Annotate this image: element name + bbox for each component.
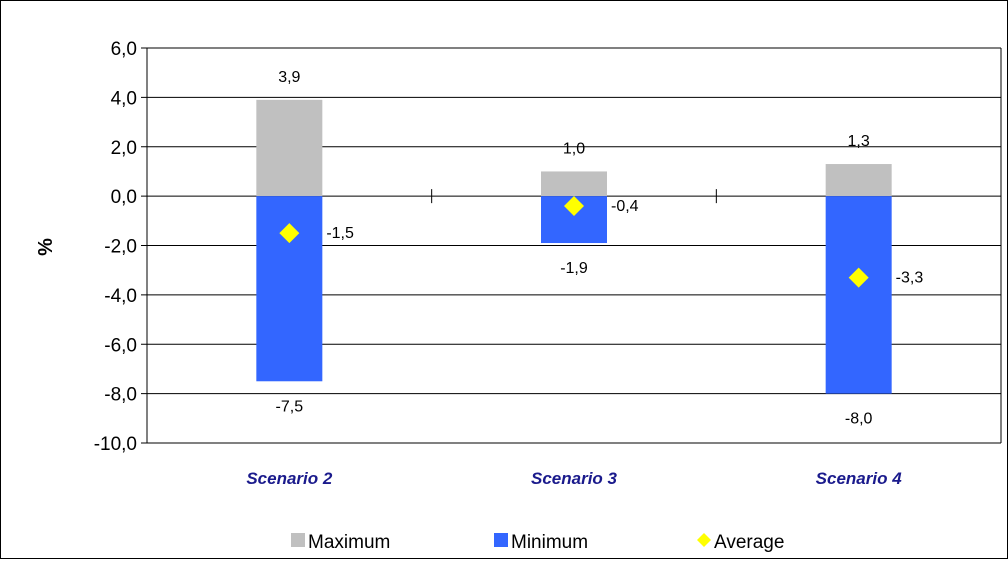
legend-swatch-maximum — [291, 533, 305, 547]
marker-average — [848, 267, 869, 288]
legend-label-minimum: Minimum — [511, 532, 588, 553]
data-label-average: -0,4 — [611, 198, 639, 215]
data-label-maximum: 1,3 — [848, 133, 870, 150]
bar-maximum — [825, 164, 892, 197]
y-tick-label: -6,0 — [104, 335, 137, 356]
legend-label-average: Average — [714, 532, 784, 553]
x-category-label: Scenario 3 — [531, 469, 618, 488]
data-label-average: -1,5 — [326, 225, 354, 242]
bar-minimum — [825, 196, 892, 394]
y-tick-label: -2,0 — [104, 237, 137, 258]
legend-label-maximum: Maximum — [308, 532, 390, 553]
y-tick-label: -4,0 — [104, 286, 137, 307]
y-tick-label: -10,0 — [94, 434, 137, 455]
y-tick-label: 0,0 — [111, 187, 137, 208]
marker-average — [279, 223, 300, 244]
marker-average — [564, 196, 584, 216]
bar-maximum — [541, 171, 607, 197]
data-label-maximum: 3,9 — [278, 69, 300, 86]
legend-swatch-minimum — [494, 533, 508, 547]
y-tick-label: 4,0 — [111, 88, 137, 109]
y-tick-label: -8,0 — [104, 385, 137, 406]
bar-maximum — [256, 99, 323, 197]
data-labels: 3,9 -7,5 -1,5 Scenario 2 1,0 -1,9 -0,4 Scenario… — [246, 69, 923, 488]
data-label-maximum: 1,0 — [563, 140, 585, 157]
y-tick-label: 6,0 — [111, 39, 137, 60]
y-axis-title: % — [35, 238, 57, 256]
legend: Maximum Minimum Average — [291, 532, 784, 553]
data-label-minimum: -7,5 — [276, 398, 304, 415]
x-category-label: Scenario 4 — [816, 469, 903, 488]
x-category-label: Scenario 2 — [246, 469, 333, 488]
y-tick-label: 2,0 — [111, 138, 137, 159]
average-markers — [279, 196, 869, 288]
data-label-average: -3,3 — [896, 270, 924, 287]
legend-marker-average — [697, 533, 711, 547]
axes: 6,0 4,0 2,0 0,0 -2,0 -4,0 -6,0 -8,0 -10,0 — [94, 39, 1002, 455]
data-label-minimum: -8,0 — [845, 411, 873, 428]
data-label-minimum: -1,9 — [560, 260, 588, 277]
